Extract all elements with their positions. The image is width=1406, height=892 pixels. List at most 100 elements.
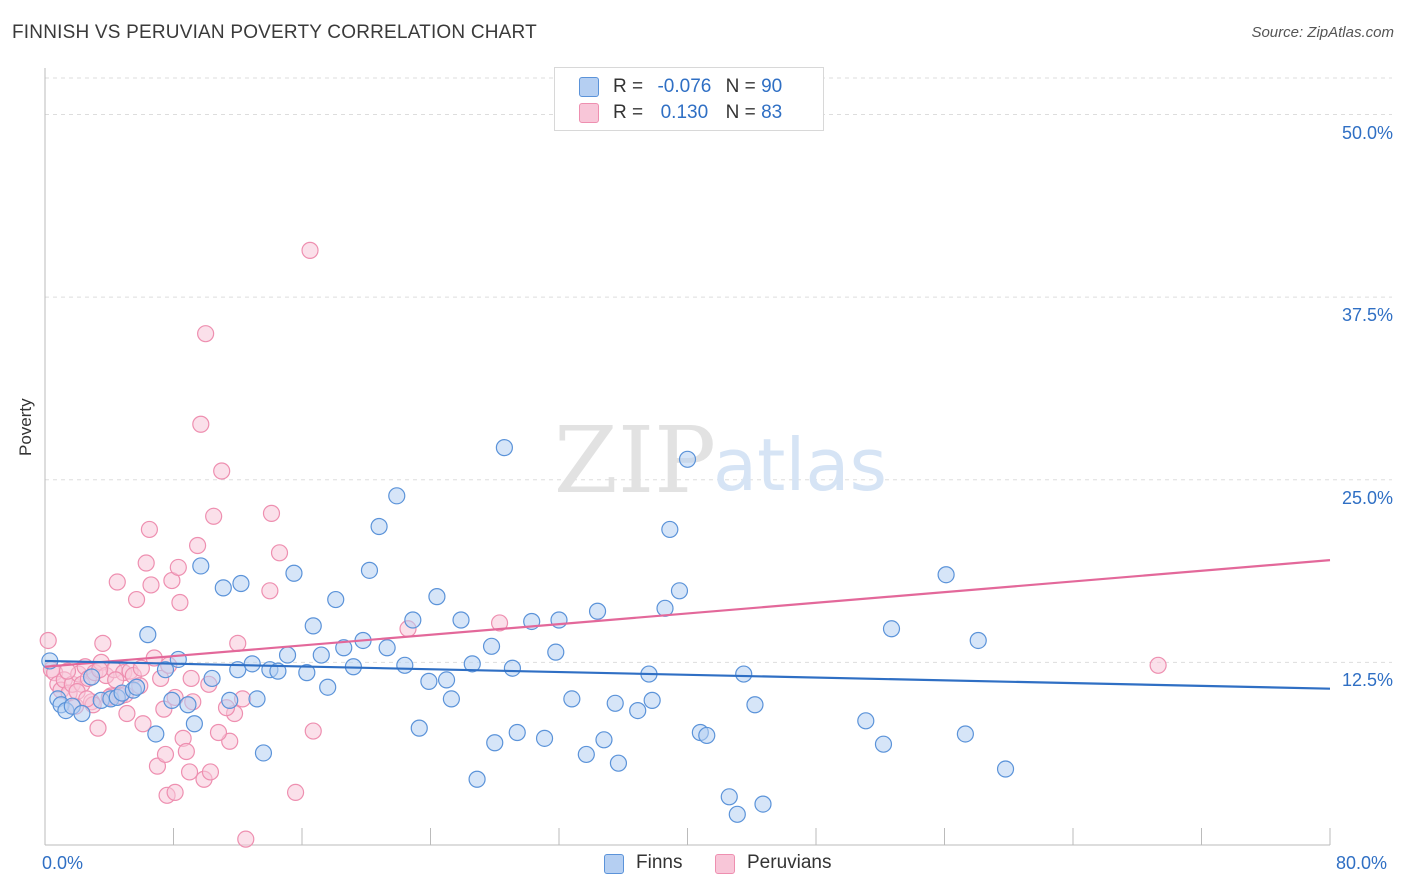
finns-point [269, 662, 287, 680]
peruvians-point [304, 722, 322, 740]
finns-point [661, 520, 679, 539]
finns-point [312, 646, 330, 664]
bottom-finns-swatch [604, 854, 624, 874]
finns-point [503, 659, 522, 677]
peruvians-point [221, 732, 239, 750]
finns-point [482, 637, 501, 655]
finns-point [629, 701, 647, 720]
finns-point [232, 574, 250, 593]
finns-point [298, 664, 316, 682]
finns-point [388, 487, 406, 505]
peruvians-n-label: N = [725, 102, 756, 123]
y-tick-label: 37.5% [1341, 305, 1393, 326]
axes [44, 68, 1331, 846]
peruvians-point [286, 783, 305, 802]
finns-point [956, 725, 974, 743]
peruvians-point [118, 704, 136, 723]
peruvians-trend-line [44, 559, 1331, 668]
bottom-finns-label: Finns [636, 852, 683, 873]
peruvians-point [171, 593, 189, 612]
finns-point [720, 788, 738, 806]
peruvians-point [201, 763, 220, 781]
trend-lines [44, 559, 1331, 690]
finns-swatch [579, 77, 599, 97]
peruvians-point [140, 520, 159, 539]
finns-r-value: -0.076 [657, 76, 712, 97]
peruvians-point [188, 536, 207, 555]
peruvians-r-label: R = [613, 102, 644, 123]
finns-point [535, 729, 554, 747]
peruvians-point [213, 462, 231, 480]
peruvians-point [270, 544, 289, 562]
x-tick-label-max: 80.0% [1336, 853, 1388, 873]
finns-point [882, 620, 901, 638]
peruvians-point [1149, 656, 1167, 674]
finns-point [214, 579, 232, 597]
bottom-legend-finns: Finns [604, 852, 682, 874]
peruvians-point [237, 830, 255, 848]
finns-point [378, 639, 396, 657]
finns-point [754, 795, 772, 813]
finns-point [577, 745, 595, 764]
peruvians-point [89, 719, 107, 737]
finns-point [410, 719, 428, 737]
finns-point [588, 602, 607, 620]
finns-point [420, 672, 438, 690]
finns-point [595, 731, 613, 749]
finns-point [404, 611, 422, 629]
finns-point [508, 723, 526, 742]
finns-point [327, 590, 345, 609]
peruvians-point [229, 634, 247, 652]
peruvians-point [156, 745, 175, 764]
peruvians-point [78, 690, 96, 708]
finns-point [486, 734, 504, 752]
finns-point [969, 631, 987, 650]
finns-point [857, 712, 875, 730]
finns-n-label: N = [725, 76, 756, 97]
peruvians-point [209, 723, 228, 742]
finns-point [452, 611, 470, 629]
finns-point [243, 655, 261, 673]
peruvians-point [58, 662, 77, 680]
finns-point [179, 696, 197, 714]
peruvians-point [94, 634, 112, 652]
peruvians-point [301, 241, 319, 259]
finns-point [698, 726, 716, 745]
finns-point [370, 517, 388, 536]
finns-point [463, 655, 481, 673]
peruvians-point [39, 631, 57, 650]
finns-point [192, 557, 210, 575]
peruvians-point [108, 573, 126, 591]
finns-point [319, 678, 337, 696]
finns-point [996, 760, 1015, 778]
finns-point [396, 656, 414, 674]
finns-point [547, 643, 565, 661]
y-tick-label: 50.0% [1341, 122, 1393, 143]
gridlines [45, 77, 1392, 663]
finns-point [248, 690, 266, 708]
peruvians-n-value: 83 [761, 102, 783, 123]
finns-point [495, 439, 513, 457]
finns-point [335, 639, 353, 657]
stats-legend: R = -0.076 N = 90 R = 0.130 N = 83 [554, 67, 824, 131]
y-tick-label: 12.5% [1341, 670, 1393, 691]
finns-point [147, 725, 165, 743]
peruvians-points [39, 241, 1167, 848]
finns-points [41, 439, 1015, 823]
finns-n-value: 90 [761, 76, 783, 97]
finns-point [156, 661, 175, 679]
peruvians-point [261, 582, 279, 600]
bottom-legend-peruvians: Peruvians [715, 852, 832, 874]
peruvians-point [192, 415, 210, 433]
finns-point [609, 754, 628, 772]
watermark-atlas: atlas [713, 423, 887, 507]
peruvians-point [197, 325, 215, 343]
finns-point [442, 690, 460, 708]
finns-point [468, 770, 486, 788]
y-tick-label: 25.0% [1341, 487, 1393, 508]
peruvians-point [180, 763, 199, 781]
finns-point [139, 626, 157, 644]
peruvians-point [137, 554, 155, 572]
peruvians-point [262, 504, 281, 522]
